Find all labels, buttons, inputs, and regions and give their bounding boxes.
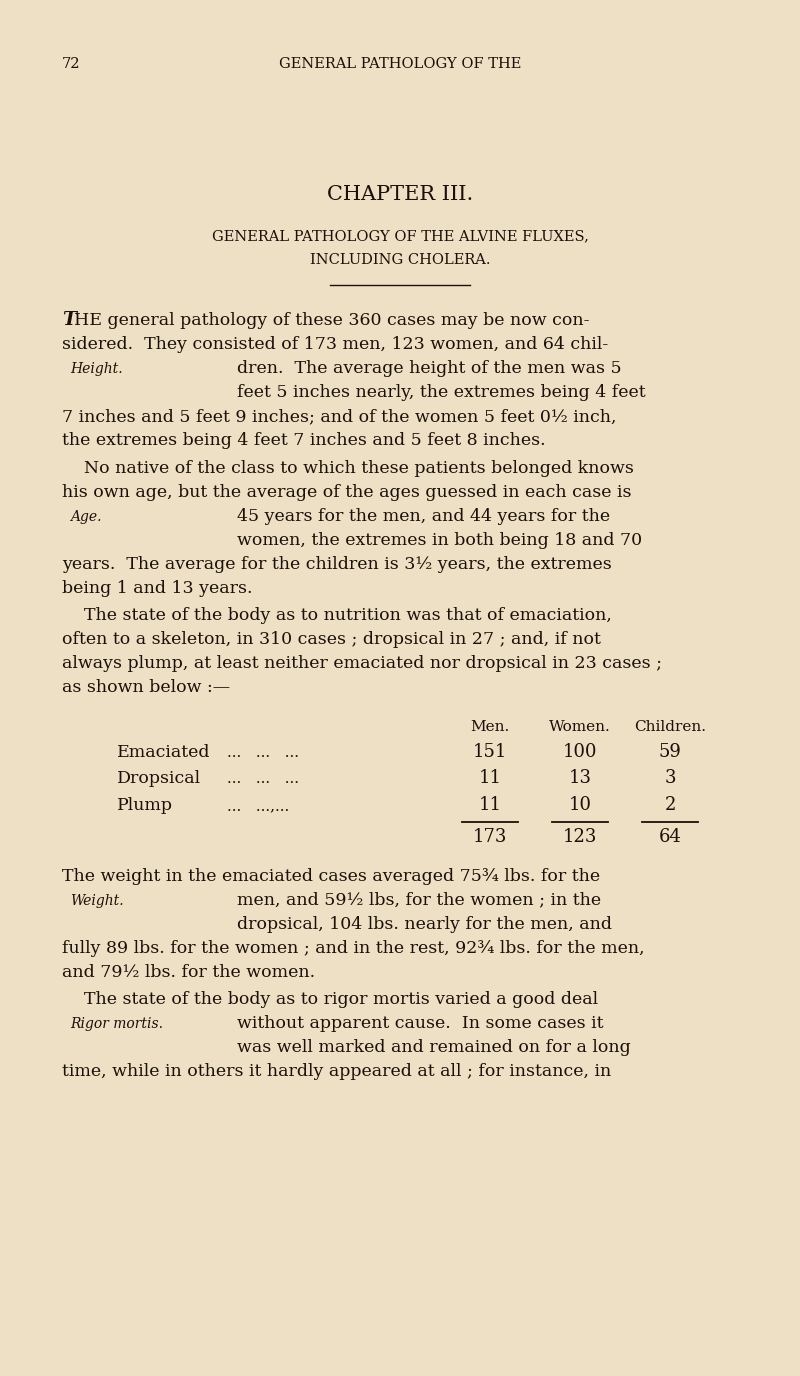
Text: 7 inches and 5 feet 9 inches; and of the women 5 feet 0½ inch,: 7 inches and 5 feet 9 inches; and of the… [62, 409, 617, 425]
Text: being 1 and 13 years.: being 1 and 13 years. [62, 579, 253, 597]
Text: ...   ...,...: ... ...,... [227, 799, 290, 813]
Text: Emaciated: Emaciated [117, 744, 210, 761]
Text: his own age, but the average of the ages guessed in each case is: his own age, but the average of the ages… [62, 483, 631, 501]
Text: feet 5 inches nearly, the extremes being 4 feet: feet 5 inches nearly, the extremes being… [237, 384, 646, 400]
Text: sidered.  They consisted of 173 men, 123 women, and 64 chil-: sidered. They consisted of 173 men, 123 … [62, 336, 608, 354]
Text: 100: 100 [562, 743, 598, 761]
Text: 3: 3 [664, 769, 676, 787]
Text: time, while in others it hardly appeared at all ; for instance, in: time, while in others it hardly appeared… [62, 1064, 611, 1080]
Text: Dropsical: Dropsical [117, 771, 201, 787]
Text: 59: 59 [658, 743, 682, 761]
Text: 11: 11 [478, 769, 502, 787]
Text: always plump, at least neither emaciated nor dropsical in 23 cases ;: always plump, at least neither emaciated… [62, 655, 662, 673]
Text: HE general pathology of these 360 cases may be now con-: HE general pathology of these 360 cases … [74, 312, 590, 329]
Text: and 79½ lbs. for the women.: and 79½ lbs. for the women. [62, 963, 315, 981]
Text: T: T [62, 311, 76, 329]
Text: Children.: Children. [634, 720, 706, 733]
Text: men, and 59½ lbs, for the women ; in the: men, and 59½ lbs, for the women ; in the [237, 892, 601, 908]
Text: fully 89 lbs. for the women ; and in the rest, 92¾ lbs. for the men,: fully 89 lbs. for the women ; and in the… [62, 940, 645, 956]
Text: 72: 72 [62, 56, 81, 72]
Text: was well marked and remained on for a long: was well marked and remained on for a lo… [237, 1039, 630, 1057]
Text: 64: 64 [658, 828, 682, 846]
Text: The weight in the emaciated cases averaged 75¾ lbs. for the: The weight in the emaciated cases averag… [62, 868, 600, 885]
Text: 151: 151 [473, 743, 507, 761]
Text: 13: 13 [569, 769, 591, 787]
Text: 123: 123 [563, 828, 597, 846]
Text: 2: 2 [664, 795, 676, 813]
Text: dropsical, 104 lbs. nearly for the men, and: dropsical, 104 lbs. nearly for the men, … [237, 915, 612, 933]
Text: CHAPTER III.: CHAPTER III. [327, 184, 473, 204]
Text: ...   ...   ...: ... ... ... [227, 746, 299, 760]
Text: The state of the body as to nutrition was that of emaciation,: The state of the body as to nutrition wa… [62, 607, 612, 625]
Text: 10: 10 [569, 795, 591, 813]
Text: 11: 11 [478, 795, 502, 813]
Text: the extremes being 4 feet 7 inches and 5 feet 8 inches.: the extremes being 4 feet 7 inches and 5… [62, 432, 546, 449]
Text: Weight.: Weight. [70, 893, 124, 908]
Text: without apparent cause.  In some cases it: without apparent cause. In some cases it [237, 1015, 603, 1032]
Text: Height.: Height. [70, 362, 122, 376]
Text: Women.: Women. [549, 720, 611, 733]
Text: Plump: Plump [117, 797, 173, 813]
Text: as shown below :—: as shown below :— [62, 680, 230, 696]
Text: women, the extremes in both being 18 and 70: women, the extremes in both being 18 and… [237, 531, 642, 549]
Text: ...   ...   ...: ... ... ... [227, 772, 299, 787]
Text: 173: 173 [473, 828, 507, 846]
Text: 45 years for the men, and 44 years for the: 45 years for the men, and 44 years for t… [237, 508, 610, 524]
Text: Rigor mortis.: Rigor mortis. [70, 1017, 163, 1031]
Text: often to a skeleton, in 310 cases ; dropsical in 27 ; and, if not: often to a skeleton, in 310 cases ; drop… [62, 632, 601, 648]
Text: The state of the body as to rigor mortis varied a good deal: The state of the body as to rigor mortis… [62, 991, 598, 1009]
Text: Age.: Age. [70, 509, 102, 524]
Text: dren.  The average height of the men was 5: dren. The average height of the men was … [237, 361, 622, 377]
Text: years.  The average for the children is 3½ years, the extremes: years. The average for the children is 3… [62, 556, 612, 572]
Text: No native of the class to which these patients belonged knows: No native of the class to which these pa… [62, 460, 634, 476]
Text: Men.: Men. [470, 720, 510, 733]
Text: GENERAL PATHOLOGY OF THE: GENERAL PATHOLOGY OF THE [279, 56, 521, 72]
Text: GENERAL PATHOLOGY OF THE ALVINE FLUXES,: GENERAL PATHOLOGY OF THE ALVINE FLUXES, [211, 228, 589, 244]
Text: INCLUDING CHOLERA.: INCLUDING CHOLERA. [310, 253, 490, 267]
